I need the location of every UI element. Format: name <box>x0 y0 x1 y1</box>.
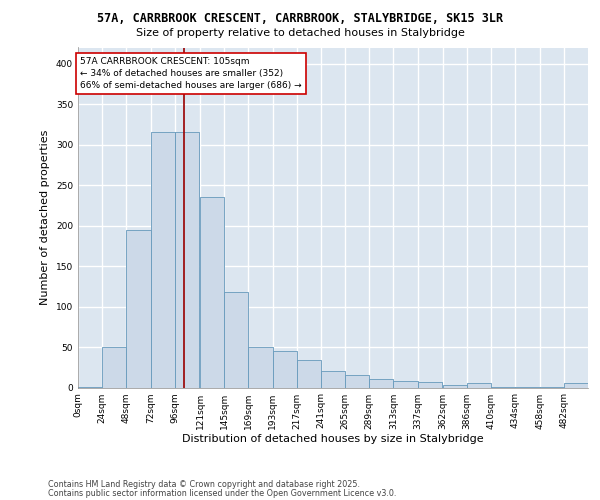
Bar <box>321 372 345 388</box>
Bar <box>467 382 491 388</box>
Bar <box>443 385 467 388</box>
Bar <box>564 384 588 388</box>
Bar <box>345 374 369 388</box>
Bar <box>369 380 394 388</box>
Text: Contains HM Land Registry data © Crown copyright and database right 2025.: Contains HM Land Registry data © Crown c… <box>48 480 360 489</box>
Text: Size of property relative to detached houses in Stalybridge: Size of property relative to detached ho… <box>136 28 464 38</box>
Text: Contains public sector information licensed under the Open Government Licence v3: Contains public sector information licen… <box>48 488 397 498</box>
Bar <box>151 132 175 388</box>
Bar <box>539 386 564 388</box>
Bar <box>248 347 272 388</box>
X-axis label: Distribution of detached houses by size in Stalybridge: Distribution of detached houses by size … <box>182 434 484 444</box>
Bar <box>175 132 199 388</box>
Text: 57A, CARRBROOK CRESCENT, CARRBROOK, STALYBRIDGE, SK15 3LR: 57A, CARRBROOK CRESCENT, CARRBROOK, STAL… <box>97 12 503 26</box>
Bar <box>224 292 248 388</box>
Y-axis label: Number of detached properties: Number of detached properties <box>40 130 50 305</box>
Bar <box>491 386 515 388</box>
Bar <box>418 382 442 388</box>
Bar <box>515 386 539 388</box>
Bar <box>102 347 127 388</box>
Bar <box>272 351 297 388</box>
Bar <box>394 381 418 388</box>
Text: 57A CARRBROOK CRESCENT: 105sqm
← 34% of detached houses are smaller (352)
66% of: 57A CARRBROOK CRESCENT: 105sqm ← 34% of … <box>80 57 302 90</box>
Bar <box>127 230 151 388</box>
Bar <box>78 386 102 388</box>
Bar <box>297 360 321 388</box>
Bar <box>200 198 224 388</box>
